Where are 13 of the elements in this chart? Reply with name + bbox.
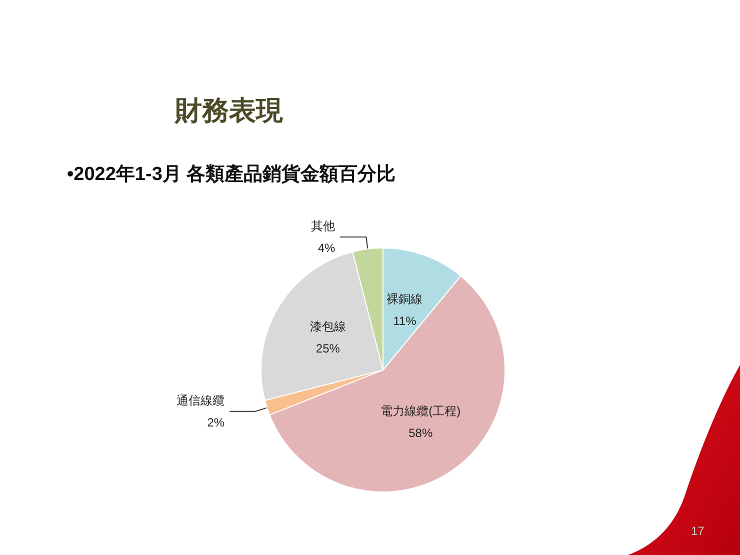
chart-subtitle: •2022年1-3月 各類產品銷貨金額百分比	[67, 163, 396, 185]
data-label: 11%	[393, 314, 417, 328]
slice-label: 其他	[311, 219, 336, 234]
slice-label: 通信線纜	[176, 393, 225, 408]
chart-title: 財務表現	[174, 96, 284, 126]
data-label: 2%	[207, 415, 225, 430]
text: 17	[691, 524, 705, 538]
slice-label: 漆包線	[310, 319, 346, 334]
data-label: 25%	[316, 341, 340, 356]
data-label: 58%	[408, 426, 433, 440]
slice-label: 電力線纜(工程)	[380, 404, 461, 418]
data-label: 4%	[318, 241, 336, 256]
slice-label: 裸銅線	[386, 292, 423, 306]
